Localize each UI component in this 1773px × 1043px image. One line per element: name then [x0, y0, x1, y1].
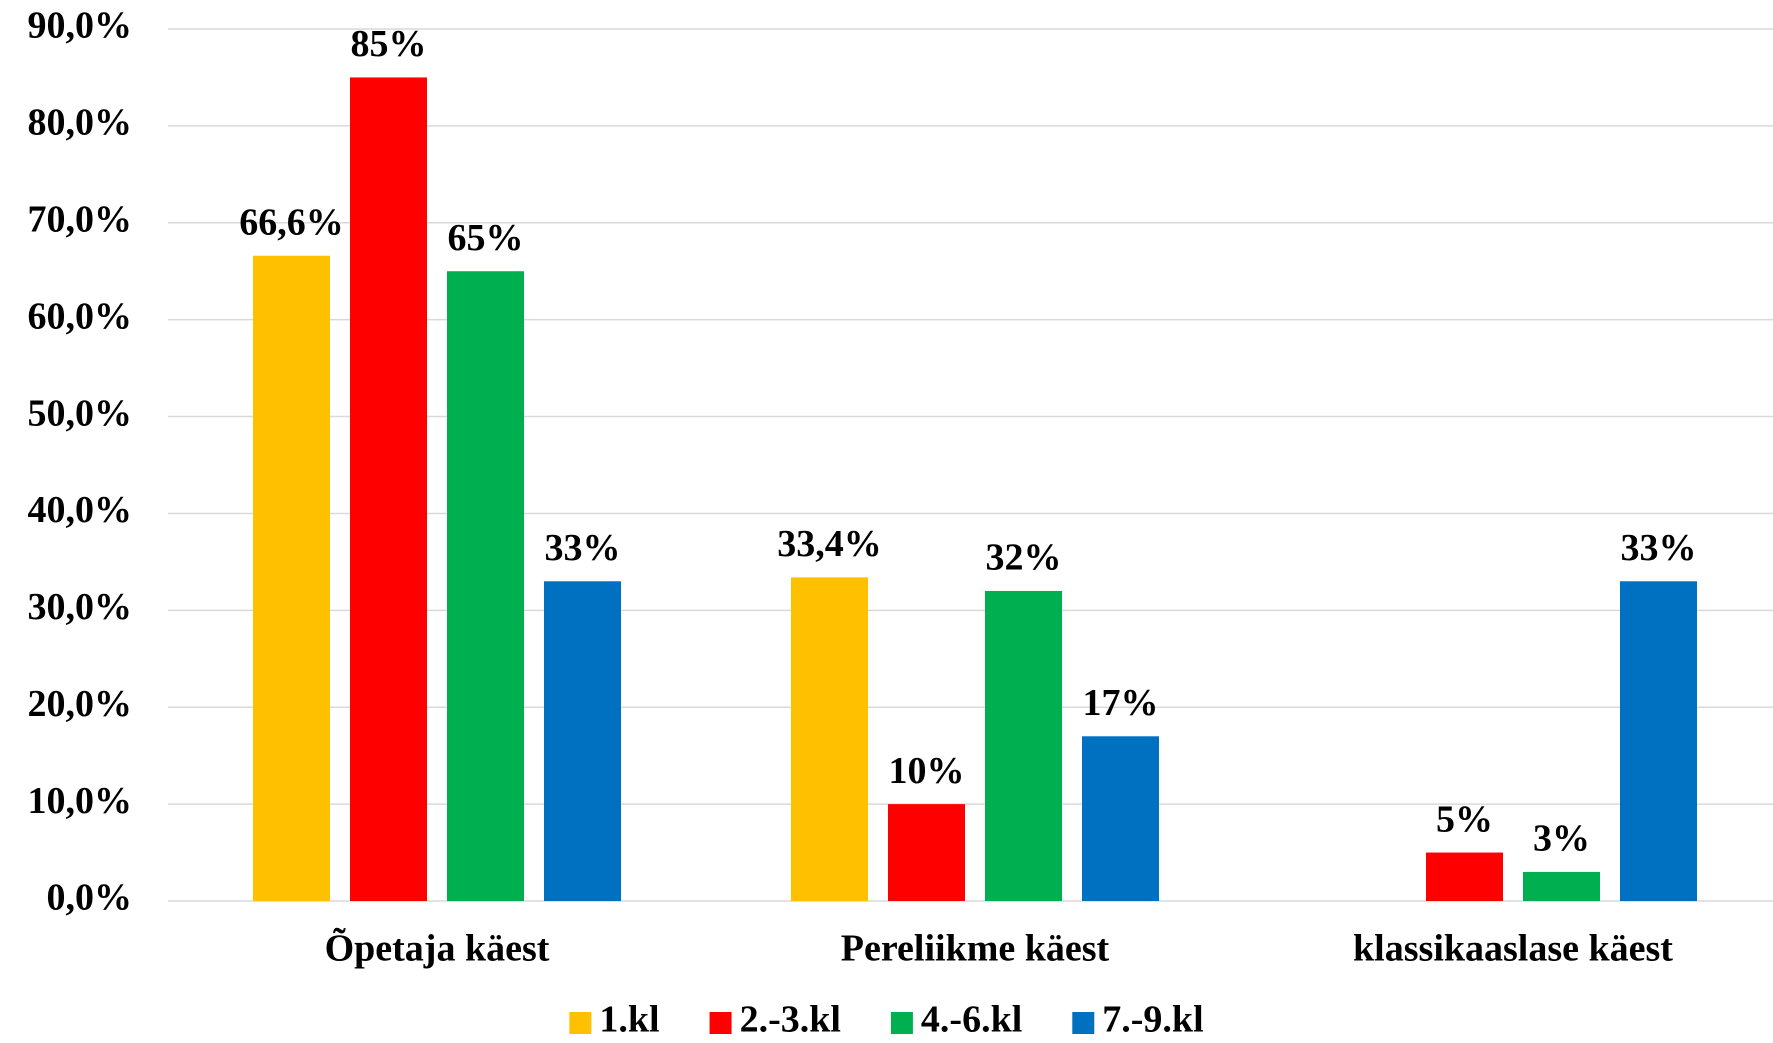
y-tick-label: 40,0% — [28, 489, 133, 531]
legend-swatch — [1072, 1012, 1095, 1034]
y-tick-label: 70,0% — [28, 198, 133, 240]
bar — [985, 590, 1062, 901]
legend-label: 4.-6.kl — [921, 999, 1022, 1041]
data-label: 5% — [1436, 798, 1493, 840]
y-tick-label: 80,0% — [28, 102, 133, 144]
data-label: 66,6% — [239, 201, 344, 243]
y-tick-label: 0,0% — [47, 877, 133, 919]
data-label: 32% — [986, 537, 1062, 579]
legend-swatch — [569, 1012, 592, 1034]
data-label: 33,4% — [777, 523, 882, 565]
data-label: 65% — [448, 217, 524, 259]
bar — [1426, 852, 1503, 901]
bar — [544, 581, 621, 901]
legend-swatch — [709, 1012, 732, 1034]
legend-label: 1.kl — [599, 999, 659, 1041]
bar — [791, 577, 868, 901]
data-label: 85% — [351, 23, 427, 65]
bar — [350, 77, 427, 901]
bar — [253, 255, 330, 902]
data-label: 33% — [545, 527, 621, 569]
bar — [1082, 736, 1159, 901]
y-tick-label: 90,0% — [28, 5, 133, 47]
y-tick-label: 30,0% — [28, 586, 133, 628]
data-label: 10% — [889, 750, 965, 792]
x-tick-label: Pereliikme käest — [841, 928, 1110, 970]
y-tick-label: 60,0% — [28, 295, 133, 337]
legend-swatch — [890, 1012, 913, 1034]
y-tick-label: 10,0% — [28, 780, 133, 822]
bar — [1523, 871, 1600, 901]
legend-label: 7.-9.kl — [1102, 999, 1203, 1041]
x-tick-label: Õpetaja käest — [325, 927, 550, 970]
bar — [1620, 581, 1697, 901]
data-label: 33% — [1621, 527, 1697, 569]
data-label: 17% — [1083, 682, 1159, 724]
bar — [447, 271, 524, 901]
bar — [888, 804, 965, 901]
y-tick-label: 50,0% — [28, 392, 133, 434]
x-tick-label: klassikaaslase käest — [1353, 928, 1673, 970]
y-tick-label: 20,0% — [28, 683, 133, 725]
data-label: 3% — [1533, 818, 1590, 860]
legend-label: 2.-3.kl — [740, 999, 841, 1041]
